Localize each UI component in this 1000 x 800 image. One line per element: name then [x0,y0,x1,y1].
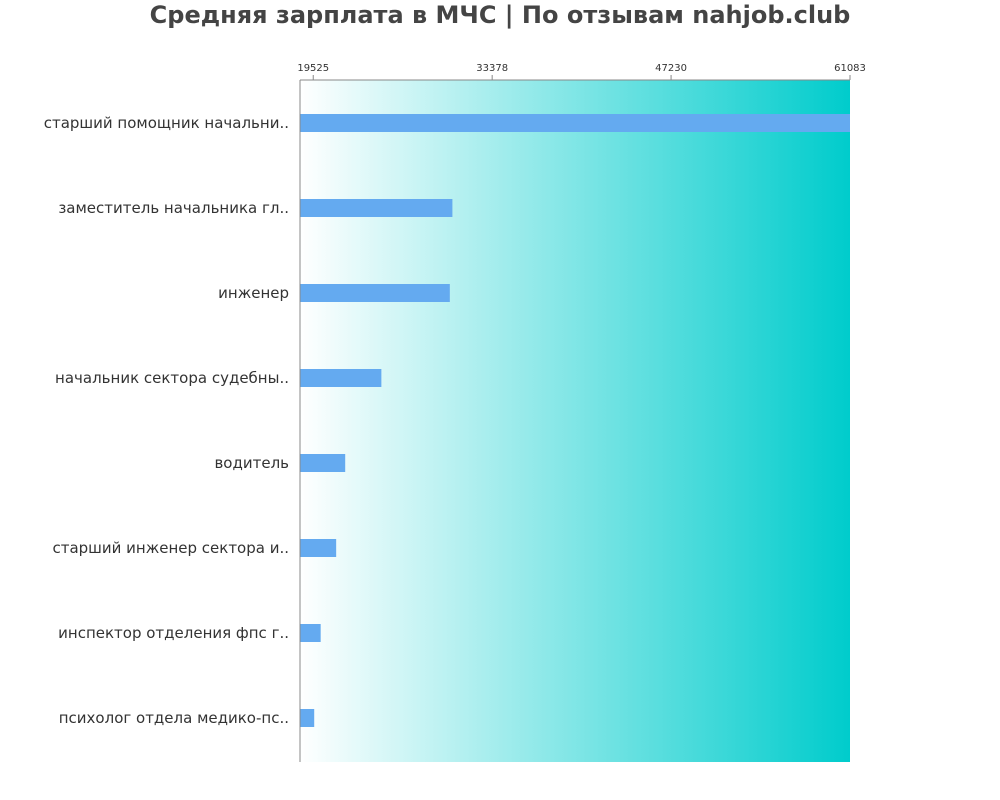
bar [300,114,850,132]
category-label: водитель [214,454,289,472]
bar [300,199,453,217]
bar [300,709,315,727]
x-tick-label: 61083 [834,63,866,74]
bar [300,624,321,642]
category-label: инженер [218,284,289,302]
bar [300,454,346,472]
category-label: старший инженер сектора и.. [52,539,289,557]
plot-background [300,80,850,762]
axis-layer: 19525 33378 47230 61083 [297,63,866,762]
category-label: психолог отдела медико-пс.. [59,709,289,727]
chart-title: Средняя зарплата в МЧС | По отзывам nahj… [149,1,851,29]
bar [300,369,382,387]
x-tick-label: 47230 [655,63,687,74]
category-label: старший помощник начальни.. [44,114,289,132]
category-label: начальник сектора судебны.. [55,369,289,387]
x-tick-label: 19525 [297,63,329,74]
bars-layer [300,114,850,727]
x-tick-label: 33378 [476,63,508,74]
bar [300,539,337,557]
category-label: инспектор отделения фпс г.. [58,624,289,642]
category-label: заместитель начальника гл.. [58,199,289,217]
category-labels: старший помощник начальни.. заместитель н… [44,114,289,727]
bar [300,284,450,302]
